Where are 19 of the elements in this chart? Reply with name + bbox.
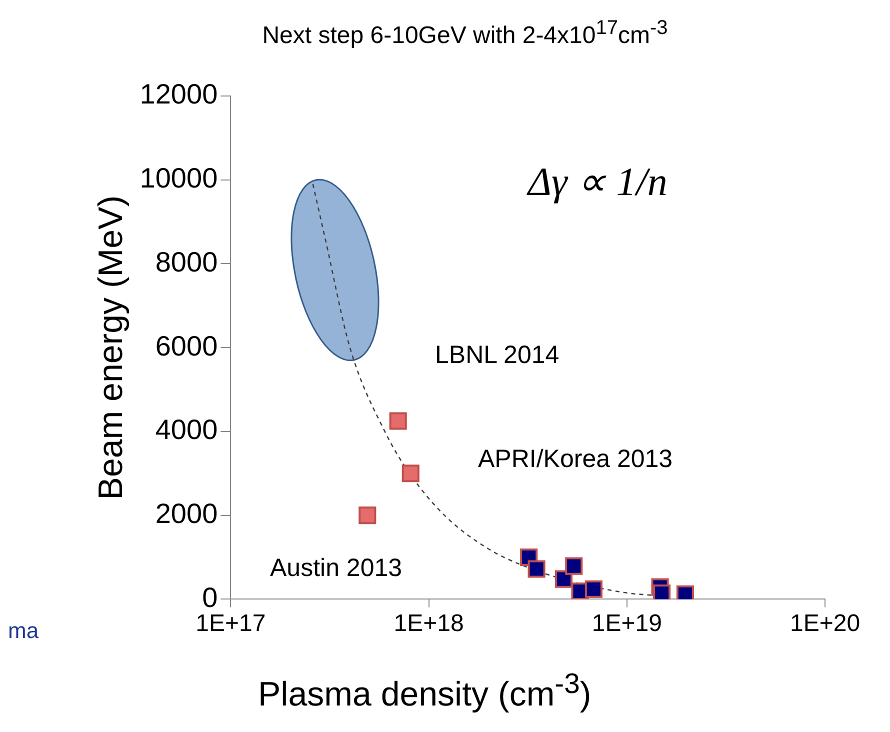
chart-title: Next step 6-10GeV with 2-4x10$^{17}$cm$^{-3}$	[261, 16, 669, 51]
y-tick-label: 4000	[155, 414, 218, 446]
text: ma	[8, 618, 39, 644]
y-tick-label: 6000	[155, 330, 218, 362]
y-axis-title: Beam energy (MeV)	[92, 195, 130, 500]
y-tick-label: 10000	[140, 162, 218, 194]
annotation: LBNL 2014	[435, 341, 560, 370]
x-axis-title: Plasma density (cm$^{-3}$)	[258, 668, 592, 714]
y-tick-label: 2000	[155, 498, 218, 530]
x-tick-label: 1E+17	[196, 610, 266, 638]
x-tick-label: 1E+20	[790, 610, 860, 638]
annotation: APRI/Korea 2013	[478, 445, 673, 474]
y-tick-label: 12000	[140, 78, 218, 110]
annotation: Δγ ∝ 1/n	[528, 158, 668, 205]
x-tick-label: 1E+18	[394, 610, 464, 638]
annotation: Austin 2013	[270, 554, 402, 583]
y-tick-label: 8000	[155, 246, 218, 278]
y-tick-label: 0	[202, 582, 218, 613]
x-tick-label: 1E+19	[592, 610, 662, 638]
